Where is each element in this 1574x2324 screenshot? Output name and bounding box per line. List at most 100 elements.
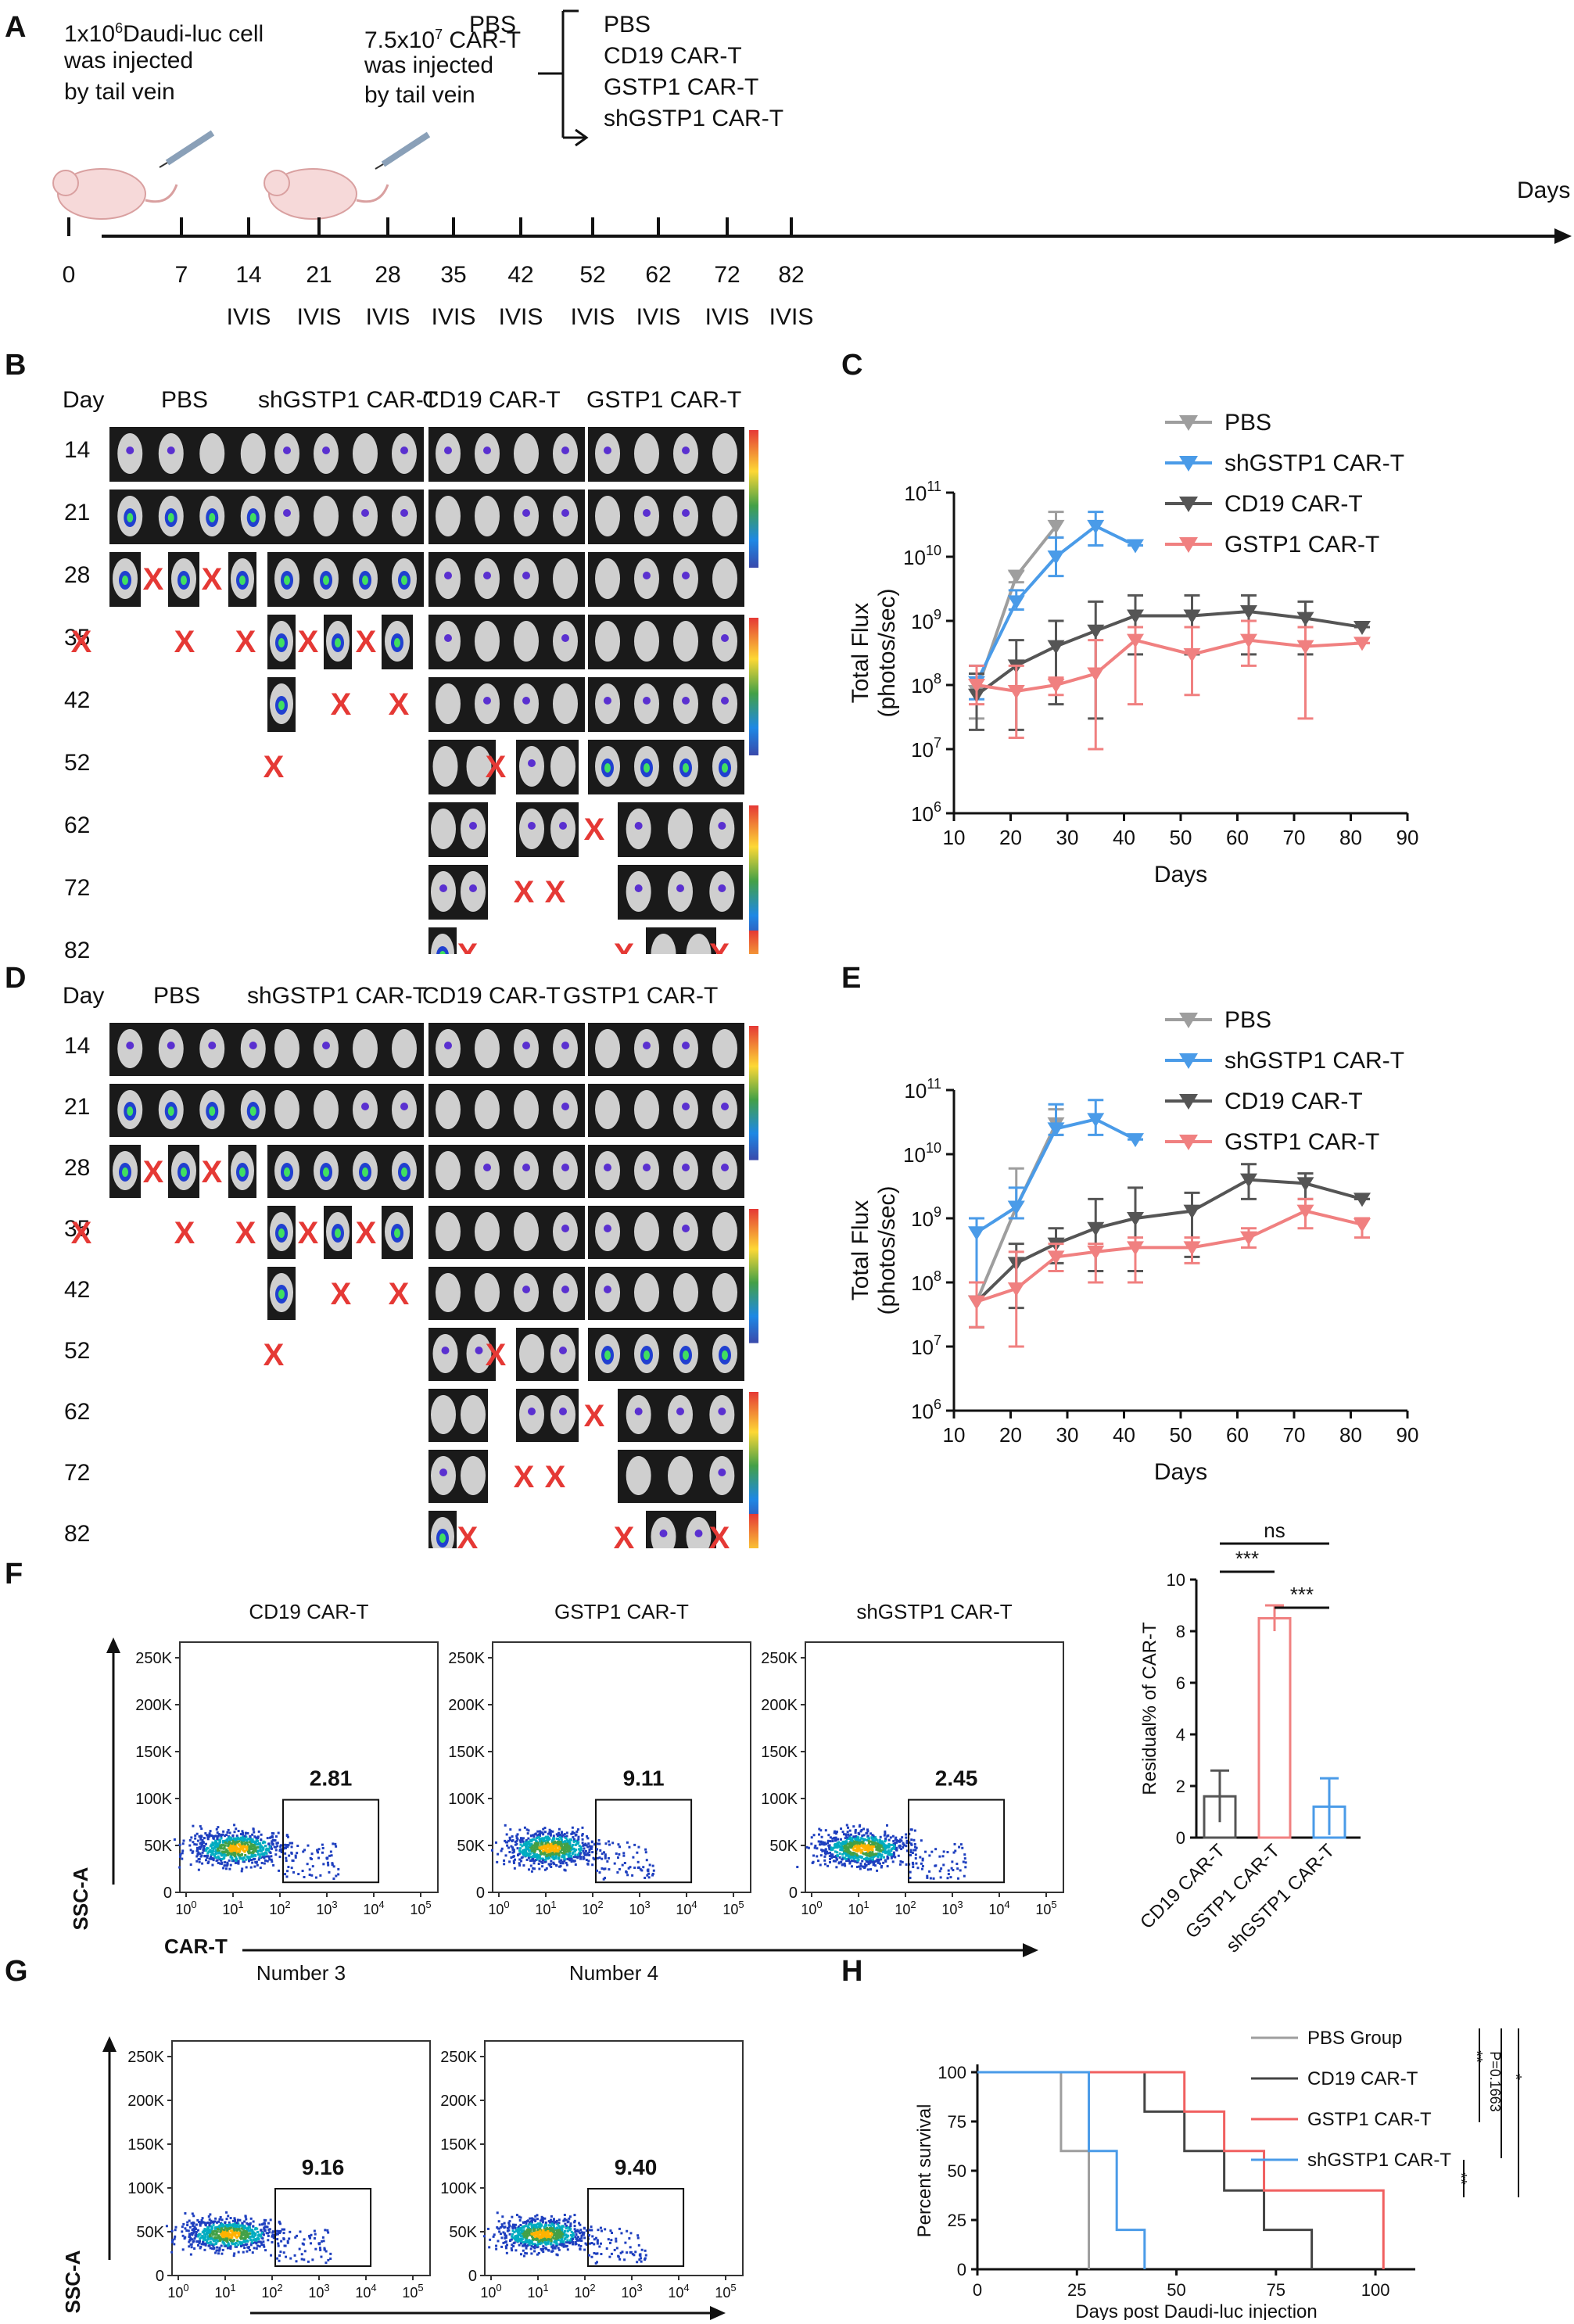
x-tick-label: 90 [1397,826,1419,849]
event-dot [233,2218,236,2222]
x-tick-label: 102 [582,1899,603,1917]
event-dot [644,2257,647,2260]
event-dot [847,1848,850,1851]
event-dot [852,1825,855,1828]
x-tick-label: 75 [1267,2280,1285,2300]
event-dot [549,1830,552,1833]
event-dot [877,1858,880,1861]
gate-percent: 2.45 [935,1766,978,1791]
event-dot [596,2242,599,2245]
event-dot [184,2236,187,2239]
event-dot [274,1853,278,1856]
data-point [1353,1192,1371,1207]
event-dot [248,1838,251,1841]
event-dot [537,1842,540,1845]
event-dot [552,2218,555,2221]
event-dot [577,1838,580,1841]
event-dot [555,2242,558,2245]
group-pbs-label: PBS [604,12,651,38]
event-dot [911,1851,914,1854]
event-dot [203,1846,206,1849]
event-dot [206,2221,210,2224]
event-dot [200,2219,203,2222]
event-dot [829,1858,832,1861]
event-dot [217,2252,220,2255]
event-dot [548,2235,551,2238]
event-dot [882,1842,885,1845]
event-dot [837,1845,840,1848]
event-dot [223,2225,226,2228]
event-dot [221,1857,224,1860]
mouse-silhouette [634,1090,659,1129]
event-dot [562,1855,565,1858]
event-dot [575,2242,578,2245]
signal-blob [643,697,651,705]
event-dot [862,1838,866,1842]
event-dot [198,2233,201,2236]
event-dot [228,1859,231,1862]
event-dot [561,2233,565,2236]
signal-blob [122,1167,128,1177]
event-dot [218,1839,221,1842]
gate-box [587,2188,685,2267]
event-dot [845,1840,848,1843]
event-dot [520,1860,523,1863]
event-dot [870,1849,873,1852]
event-dot [596,1856,599,1860]
event-dot [522,2244,525,2247]
event-dot [206,1836,210,1839]
event-dot [571,2237,574,2240]
event-dot [220,2233,223,2236]
event-dot [521,1838,524,1842]
event-dot [250,2235,253,2238]
event-dot [549,1852,552,1856]
event-dot [611,2231,614,2234]
event-dot [233,2217,236,2220]
signal-blob [283,447,291,454]
event-dot [196,2229,199,2232]
event-dot [228,2233,231,2236]
event-dot [615,2237,618,2240]
death-x-mark: X [143,1155,164,1189]
event-dot [956,1863,959,1866]
data-point [1047,679,1065,693]
event-dot [525,1840,528,1843]
event-dot [850,1852,853,1856]
x-tick-label: 101 [535,1899,556,1917]
group-header-pbs: PBS [153,983,201,1009]
event-dot [227,2225,230,2229]
event-dot [256,1852,260,1856]
event-dot [949,1876,952,1879]
event-dot [534,1843,537,1846]
event-dot [254,1842,257,1845]
event-dot [200,1843,203,1846]
event-dot [821,1841,824,1844]
event-dot [506,1844,509,1847]
event-dot [618,1853,621,1856]
timeline-day-21: 21 [306,262,332,288]
event-dot [569,2222,572,2225]
event-dot [607,1856,610,1860]
y-tick-label: 4 [1176,1725,1185,1745]
event-dot [195,1843,198,1846]
event-dot [235,1845,238,1849]
injection2-line2: was injected [364,52,494,78]
signal-blob [122,576,128,585]
event-dot [254,2228,257,2231]
event-dot [875,1845,878,1848]
event-dot [199,1845,203,1849]
event-dot [877,1845,880,1849]
event-dot [532,2237,536,2240]
day-row-label: 72 [64,875,91,901]
y-tick-label: 250K [440,2049,477,2066]
event-dot [574,2230,577,2233]
event-dot [556,1843,559,1846]
event-dot [515,2249,518,2252]
event-dot [262,2243,265,2247]
event-dot [862,1865,865,1868]
signal-blob [718,1408,726,1415]
event-dot [550,1842,553,1845]
event-dot [532,2227,535,2230]
event-dot [639,1868,642,1871]
event-dot [252,1851,255,1854]
